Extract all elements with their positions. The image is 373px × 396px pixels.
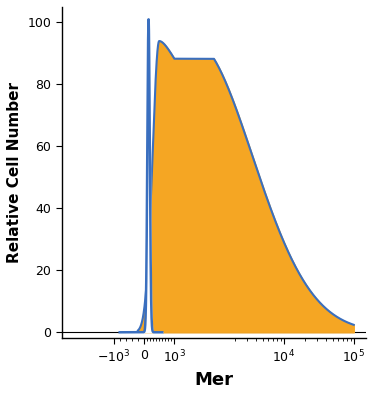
X-axis label: Mer: Mer	[194, 371, 233, 389]
Y-axis label: Relative Cell Number: Relative Cell Number	[7, 82, 22, 263]
